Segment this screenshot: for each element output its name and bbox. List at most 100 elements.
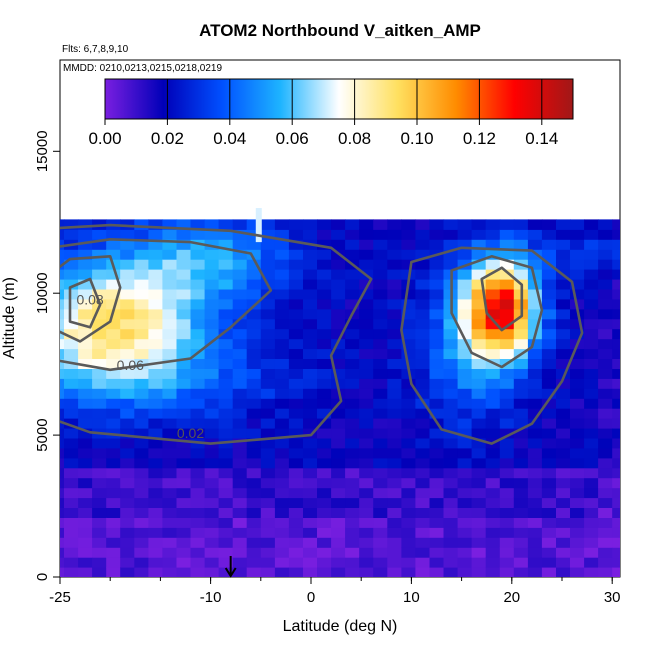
heatmap-cell	[626, 418, 641, 429]
heatmap-cell	[204, 447, 220, 459]
heatmap-cell	[612, 259, 620, 270]
heatmap-cell	[64, 418, 79, 429]
heatmap-cell	[134, 219, 149, 230]
heatmap-cell	[303, 537, 318, 548]
heatmap-cell	[513, 477, 529, 489]
colorbar-tick-label: 0.00	[88, 129, 121, 148]
heatmap-cell	[626, 438, 641, 449]
heatmap-cell	[8, 418, 23, 429]
heatmap-cell	[513, 487, 529, 499]
heatmap-cell	[640, 239, 650, 250]
heatmap-cell	[162, 418, 178, 429]
heatmap-cell	[120, 467, 135, 479]
heatmap-cell	[64, 557, 79, 568]
heatmap-cell	[626, 239, 641, 250]
heatmap-cell	[387, 487, 402, 499]
heatmap-cell	[232, 467, 248, 479]
heatmap-cell	[92, 328, 107, 340]
heatmap-cell	[556, 457, 571, 469]
heatmap-cell	[387, 219, 402, 230]
heatmap-cell	[612, 318, 620, 330]
heatmap-cell	[204, 239, 220, 250]
heatmap-cell	[401, 527, 417, 538]
heatmap-cell	[499, 288, 515, 300]
heatmap-cell	[443, 378, 459, 389]
heatmap-cell	[527, 467, 543, 479]
heatmap-cell	[64, 288, 79, 300]
heatmap-cell	[64, 338, 79, 350]
heatmap-cell	[401, 288, 417, 300]
heatmap-cell	[92, 288, 107, 300]
heatmap-cell	[190, 398, 206, 409]
heatmap-cell	[457, 477, 473, 489]
contour-line	[450, 255, 544, 369]
heatmap-cell	[92, 517, 107, 528]
heatmap-cell	[8, 557, 23, 568]
heatmap-cell	[541, 308, 557, 320]
heatmap-cell	[246, 557, 262, 568]
heatmap-cell	[429, 388, 445, 399]
heatmap-cell	[317, 398, 332, 409]
heatmap-cell	[541, 537, 557, 548]
heatmap-cell	[218, 567, 234, 577]
heatmap-cell	[176, 358, 192, 369]
heatmap-cell	[134, 298, 149, 310]
heatmap-cell	[556, 487, 571, 499]
heatmap-cell	[36, 329, 51, 340]
heatmap-cell	[60, 288, 65, 300]
heatmap-cell	[598, 517, 613, 528]
heatmap-cell	[246, 418, 262, 429]
heatmap-cell	[246, 368, 262, 379]
heatmap-cell	[640, 339, 650, 350]
heatmap-cell	[485, 447, 501, 459]
heatmap-cell	[148, 229, 164, 240]
heatmap-cell	[527, 348, 543, 359]
heatmap-cell	[387, 537, 402, 548]
y-tick-label: 0	[34, 573, 51, 581]
heatmap-cell	[78, 487, 93, 499]
heatmap-cell	[443, 557, 459, 568]
heatmap-cell	[513, 219, 529, 230]
heatmap-cell	[288, 467, 304, 479]
heatmap-cell	[556, 378, 571, 389]
heatmap-cell	[359, 259, 374, 270]
heatmap-cell	[640, 557, 650, 568]
heatmap-cell	[331, 368, 346, 379]
heatmap-cell	[541, 477, 557, 489]
heatmap-cell	[134, 497, 149, 508]
colorbar-tick-label: 0.08	[338, 129, 371, 148]
heatmap-cell	[78, 368, 93, 379]
heatmap-cell	[401, 467, 417, 479]
heatmap-cell	[22, 388, 37, 399]
heatmap-cell	[274, 249, 290, 260]
heatmap-cell	[527, 398, 543, 409]
heatmap-cell	[373, 298, 388, 310]
heatmap-cell	[232, 537, 248, 548]
heatmap-cell	[626, 517, 641, 528]
heatmap-cell	[274, 547, 290, 558]
heatmap-cell	[626, 527, 641, 538]
heatmap-cell	[176, 239, 192, 250]
heatmap-cell	[92, 567, 107, 577]
heatmap-cell	[218, 487, 234, 499]
heatmap-cell	[485, 318, 501, 330]
heatmap-cell	[317, 408, 332, 419]
heatmap-cell	[162, 388, 178, 399]
heatmap-cell	[120, 229, 135, 240]
heatmap-cell	[78, 298, 93, 310]
heatmap-cell	[513, 507, 529, 518]
heatmap-cell	[359, 229, 374, 240]
heatmap-cell	[204, 308, 220, 320]
heatmap-cell	[457, 249, 473, 260]
heatmap-cell	[612, 249, 620, 260]
heatmap-cell	[64, 437, 79, 449]
heatmap-cell	[260, 527, 276, 538]
heatmap-cell	[246, 567, 262, 577]
heatmap-cell	[303, 328, 318, 340]
heatmap-cell	[176, 259, 192, 270]
heatmap-cell	[570, 239, 585, 250]
heatmap-cell	[218, 318, 234, 330]
heatmap-cell	[429, 328, 445, 340]
heatmap-cell	[345, 428, 360, 439]
contour-label: 0.02	[177, 425, 204, 441]
